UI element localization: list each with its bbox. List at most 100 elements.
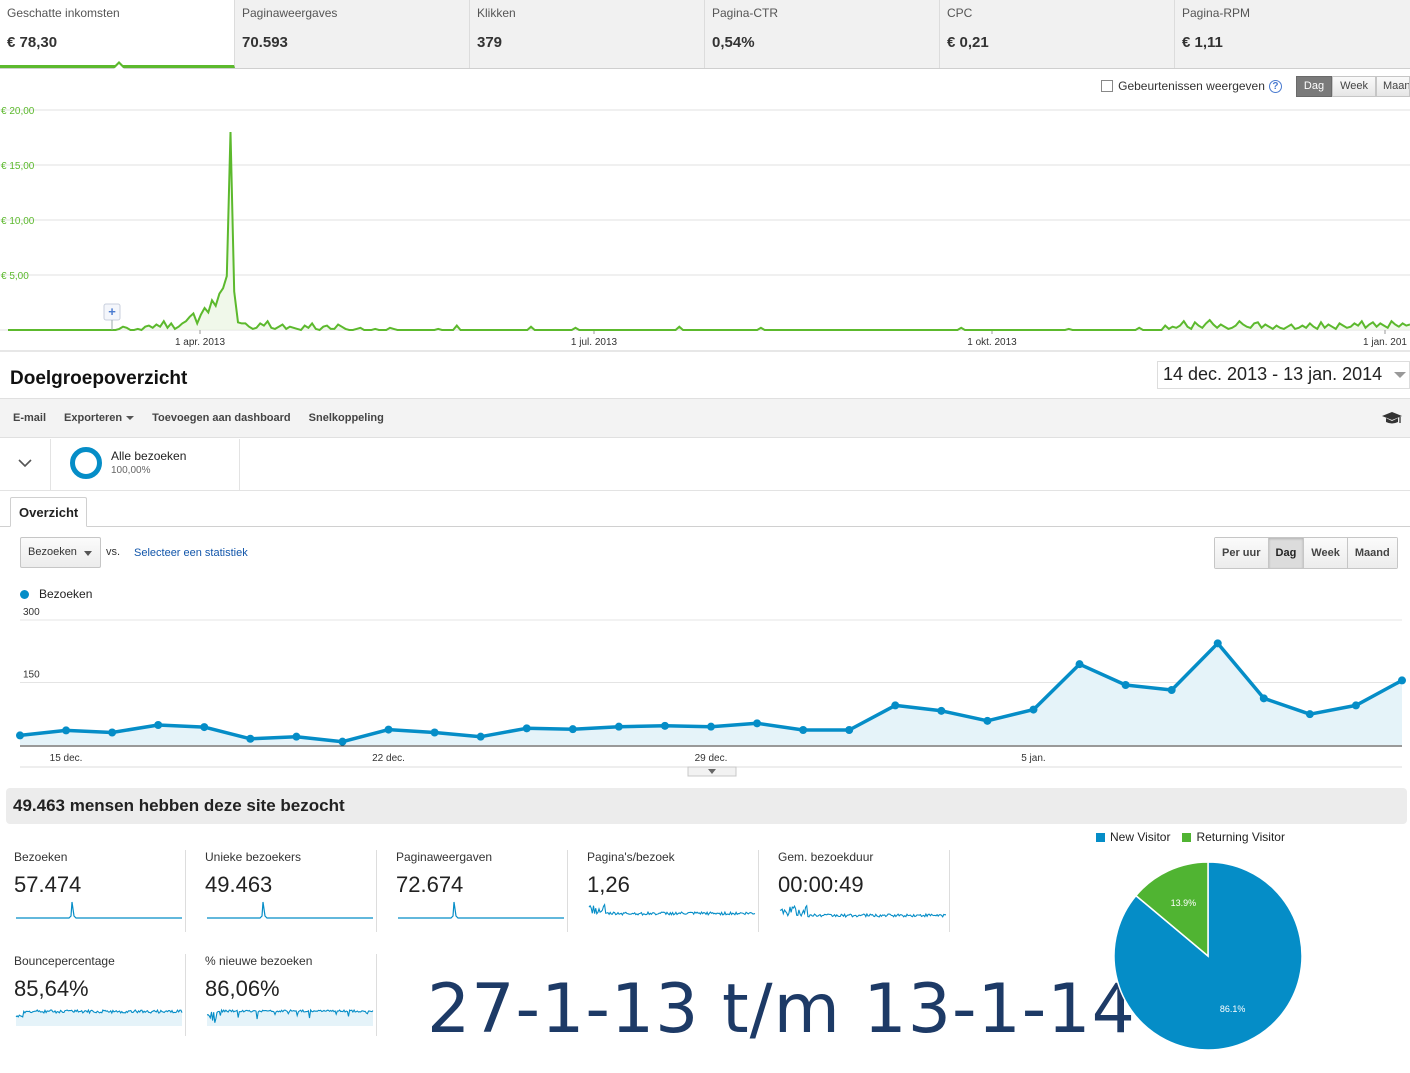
segment-all-visits[interactable]: Alle bezoeken 100,00% (51, 439, 240, 490)
legend-label: Returning Visitor (1196, 830, 1285, 844)
export-button[interactable]: Exporteren (64, 412, 135, 424)
kpi-new-visits[interactable]: % nieuwe bezoeken 86,06% (197, 954, 377, 1036)
period-week-button[interactable]: Week (1304, 538, 1348, 568)
period-selector: Per uur Dag Week Maand (1214, 537, 1398, 569)
chart-legend: Bezoeken (20, 587, 92, 601)
period-month-button[interactable]: Maand (1347, 538, 1397, 568)
metric-select[interactable]: Bezoeken (20, 537, 101, 568)
data-point (338, 737, 347, 746)
tab-value: 70.593 (242, 34, 288, 51)
metric-select-value: Bezoeken (28, 546, 77, 558)
segment-name: Alle bezoeken (111, 449, 187, 463)
data-point (1351, 701, 1360, 710)
data-point (568, 725, 577, 734)
data-point (891, 701, 900, 710)
tab-page-rpm[interactable]: Pagina-RPM € 1,11 (1175, 0, 1410, 68)
tab-pageviews[interactable]: Paginaweergaves 70.593 (235, 0, 470, 68)
visitors-summary: 49.463 mensen hebben deze site bezocht (6, 788, 1407, 824)
data-point (1167, 686, 1176, 694)
sparkline (398, 901, 564, 919)
data-point (476, 732, 485, 741)
granularity-week-button[interactable]: Week (1332, 75, 1376, 97)
data-point (845, 726, 854, 734)
kpi-value: 1,26 (587, 872, 630, 897)
x-tick-label: 22 dec. (372, 753, 405, 764)
show-events-checkbox[interactable] (1101, 80, 1114, 92)
x-tick-label: 5 jan. (1021, 753, 1045, 764)
granularity-month-button[interactable]: Maand (1376, 75, 1410, 97)
kpi-bounce-rate[interactable]: Bouncepercentage 85,64% (6, 954, 186, 1036)
kpi-label: Gem. bezoekduur (778, 850, 874, 864)
legend-new-visitor: New Visitor (1096, 830, 1170, 844)
kpi-avg-duration[interactable]: Gem. bezoekduur 00:00:49 (770, 850, 950, 932)
data-point (753, 719, 762, 728)
data-point (1259, 694, 1268, 703)
tab-label: Klikken (477, 6, 516, 20)
dropdown-arrow-icon (84, 551, 92, 556)
kpi-visits[interactable]: Bezoeken 57.474 (6, 850, 186, 932)
graduation-cap-icon[interactable] (1382, 410, 1402, 426)
pie-slice (1134, 861, 1209, 958)
legend-label: New Visitor (1110, 830, 1171, 844)
tab-label: CPC (947, 6, 973, 20)
tab-label: Geschatte inkomsten (7, 6, 120, 20)
tab-overview[interactable]: Overzicht (10, 497, 88, 527)
kpi-pageviews[interactable]: Paginaweergaven 72.674 (388, 850, 568, 932)
report-tab-bar: Overzicht (0, 497, 1410, 527)
legend-dot (20, 589, 29, 599)
data-point (1075, 660, 1084, 669)
data-point (614, 722, 623, 731)
sparkline-area (16, 1010, 182, 1026)
help-icon[interactable]: ? (1268, 79, 1282, 93)
data-point (522, 724, 531, 733)
kpi-label: Bezoeken (14, 850, 68, 864)
x-tick-label: 1 jul. 2013 (571, 337, 618, 348)
date-range-picker[interactable]: 14 dec. 2013 - 13 jan. 2014 (1157, 361, 1410, 389)
pie-slice-label: 13.9% (1171, 898, 1197, 908)
y-tick-label: € 5,00 (1, 271, 29, 282)
x-tick-label: 1 apr. 2013 (175, 337, 225, 348)
data-point (937, 706, 946, 715)
x-tick-label: 29 dec. (695, 753, 728, 764)
data-point (246, 734, 255, 743)
kpi-unique-visitors[interactable]: Unieke bezoekers 49.463 (197, 850, 377, 932)
data-point (200, 723, 209, 732)
export-label: Exporteren (64, 412, 123, 424)
period-day-button[interactable]: Dag (1268, 538, 1305, 568)
report-toolbar: E-mail Exporteren Toevoegen aan dashboar… (0, 398, 1410, 438)
kpi-value: 85,64% (14, 976, 89, 1001)
tab-clicks[interactable]: Klikken 379 (470, 0, 705, 68)
pie-legend: New Visitor Returning Visitor (1096, 830, 1297, 844)
kpi-value: 72.674 (396, 872, 464, 897)
add-to-dashboard-button[interactable]: Toevoegen aan dashboard (152, 412, 291, 424)
pie-slice-label: 86.1% (1220, 1004, 1246, 1014)
series-area (20, 643, 1402, 745)
data-point (707, 722, 715, 731)
tab-value: € 1,11 (1182, 34, 1223, 51)
data-point (154, 721, 163, 729)
shortcut-button[interactable]: Snelkoppeling (308, 412, 384, 424)
select-metric-link[interactable]: Selecteer een statistiek (134, 547, 248, 559)
tab-estimated-earnings[interactable]: Geschatte inkomsten € 78,30 (0, 0, 235, 69)
tab-page-ctr[interactable]: Pagina-CTR 0,54% (705, 0, 940, 68)
add-annotation-button[interactable]: + (103, 303, 121, 321)
tab-cpc[interactable]: CPC € 0,21 (940, 0, 1175, 68)
pie-slice (1113, 861, 1303, 1051)
data-point (292, 732, 301, 741)
segment-percent: 100,00% (111, 465, 151, 476)
vs-label: vs. (106, 546, 121, 558)
tab-value: 0,54% (712, 34, 755, 51)
data-point (384, 725, 393, 734)
granularity-day-button[interactable]: Dag (1295, 75, 1333, 97)
period-hourly-button[interactable]: Per uur (1215, 538, 1269, 568)
kpi-value: 00:00:49 (778, 872, 864, 897)
plus-icon: + (108, 304, 116, 319)
segment-toggle[interactable] (0, 439, 51, 490)
email-button[interactable]: E-mail (13, 412, 47, 424)
show-events-label: Gebeurtenissen weergeven (1118, 79, 1265, 93)
visits-chart: 150 300 15 dec. 22 dec. 29 dec. 5 jan. (16, 607, 1406, 777)
sparkline (15, 1008, 183, 1026)
kpi-pages-per-visit[interactable]: Pagina's/bezoek 1,26 (579, 850, 759, 932)
kpi-label: Pagina's/bezoek (587, 850, 675, 864)
chart-resize-handle[interactable] (687, 766, 737, 777)
